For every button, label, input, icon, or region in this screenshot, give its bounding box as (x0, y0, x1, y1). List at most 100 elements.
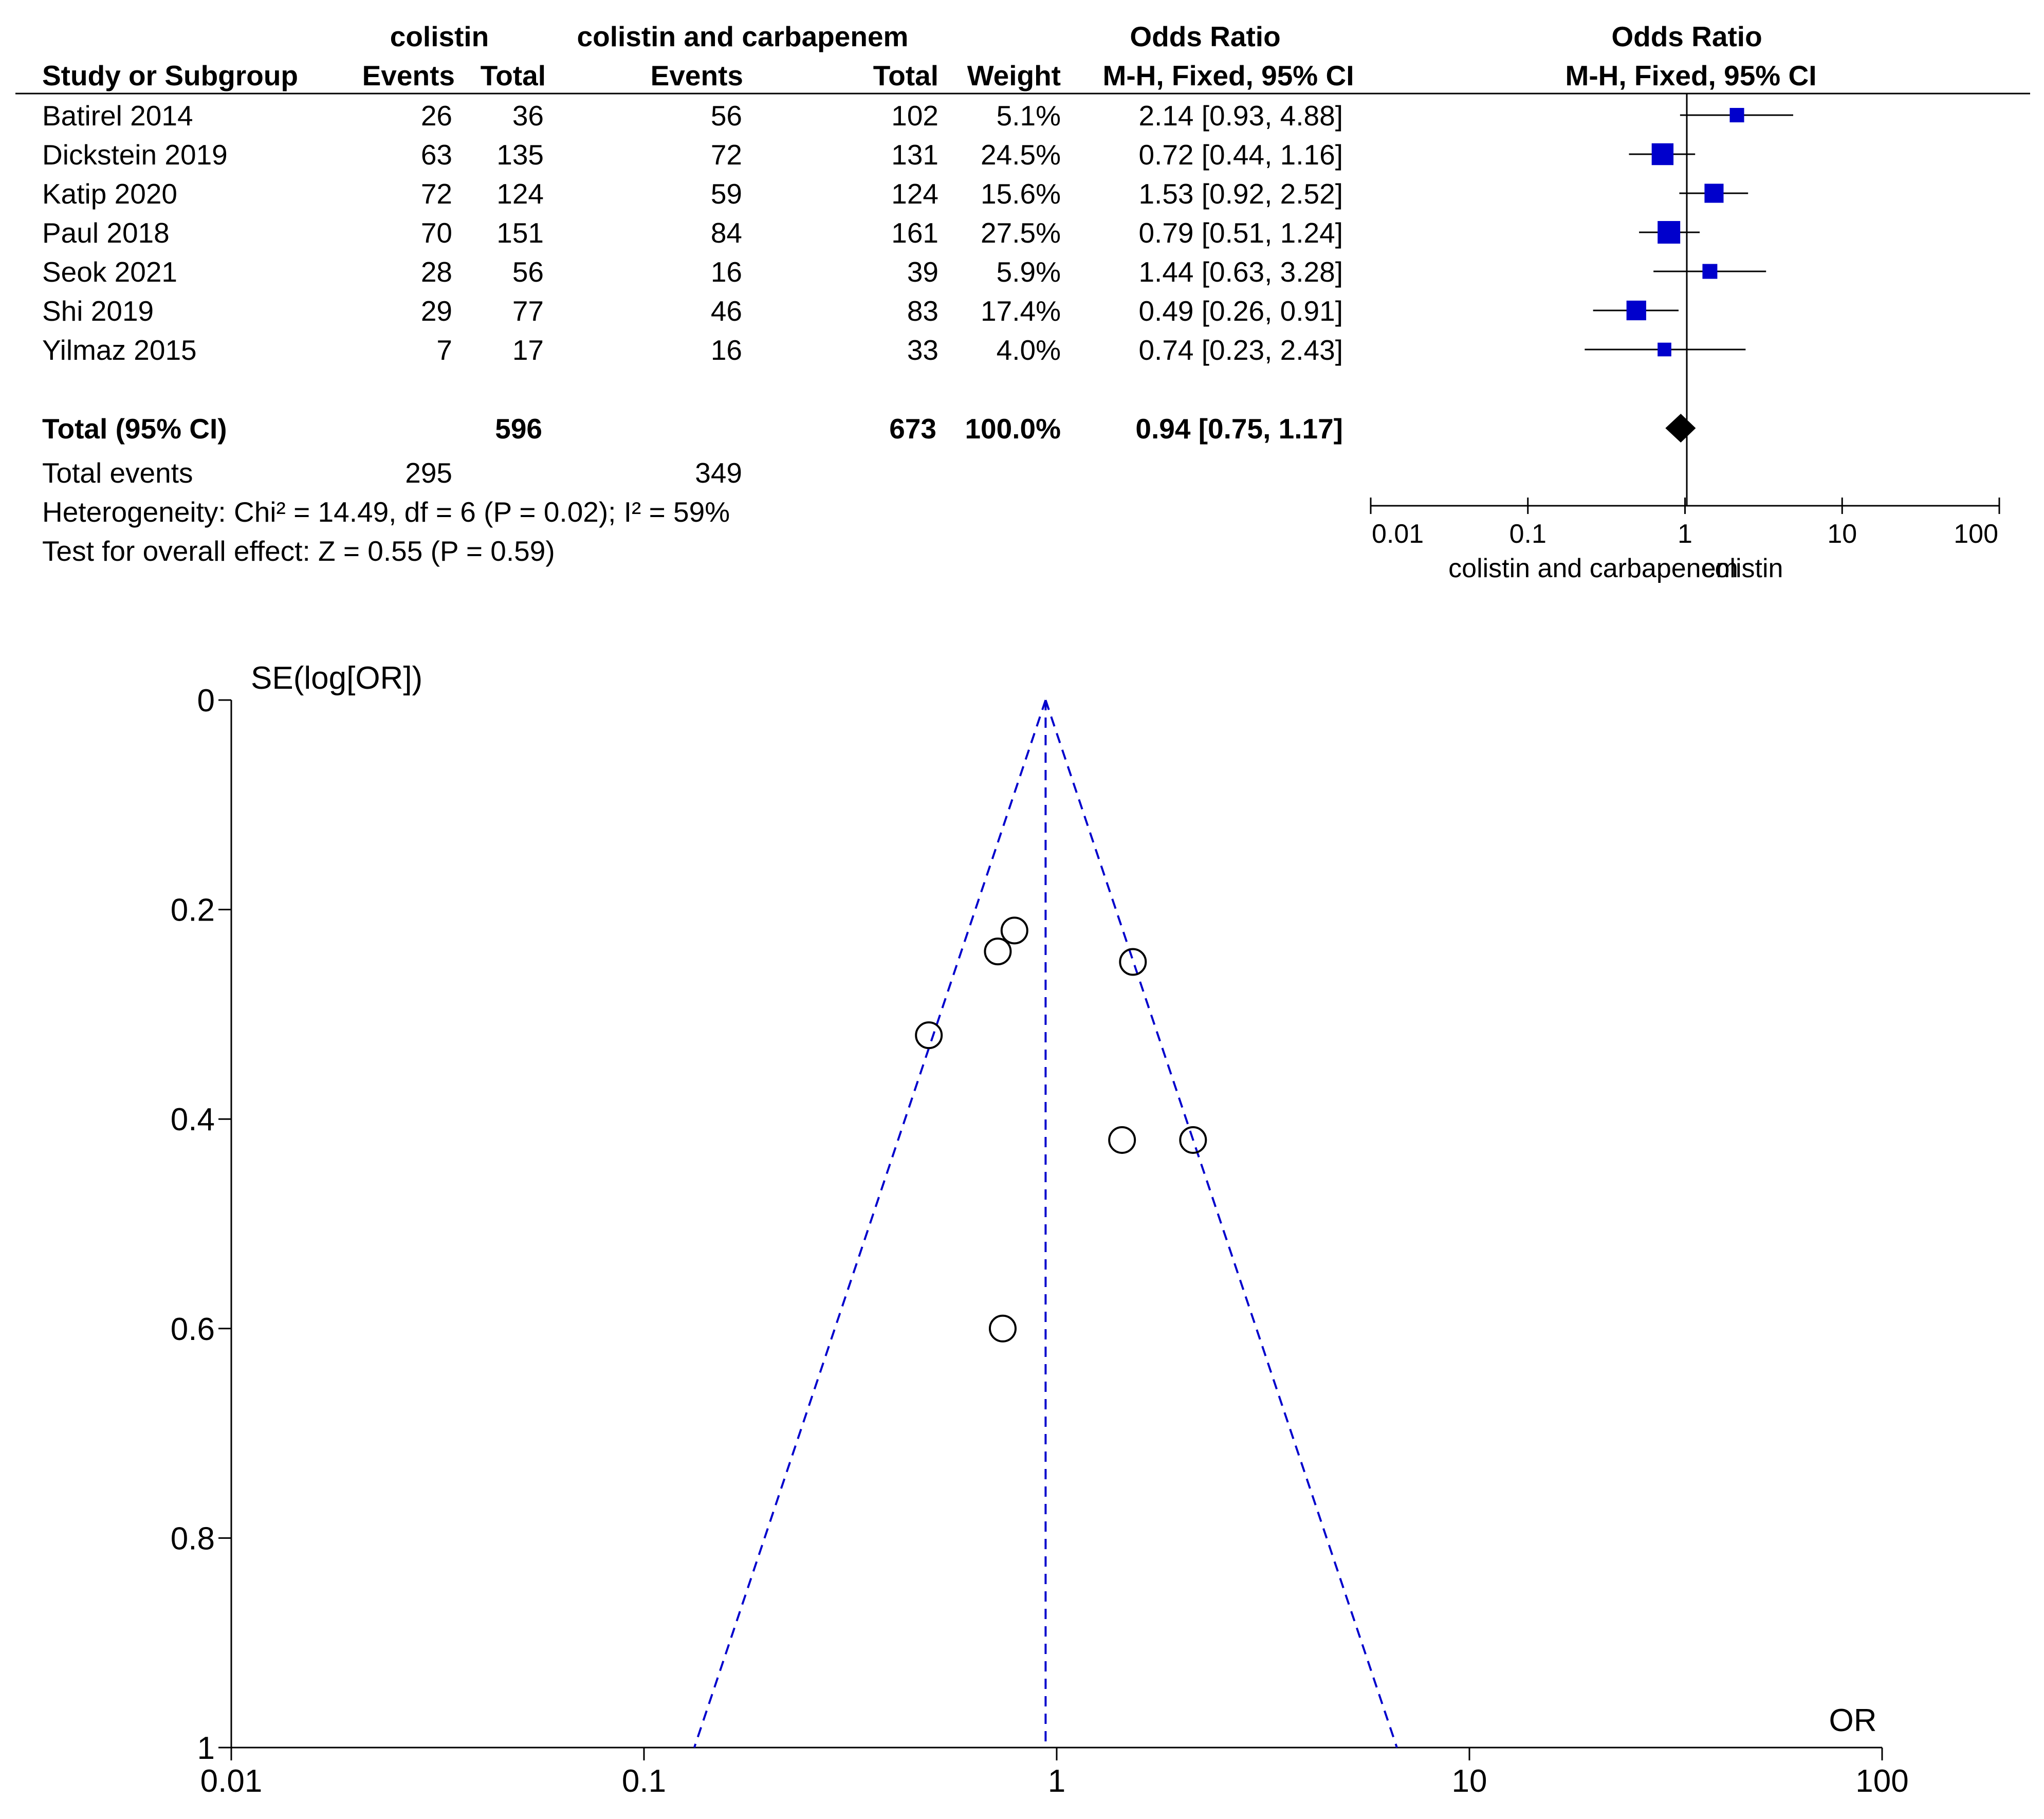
funnel-points (915, 916, 1207, 1343)
ctl-events-cell: 56 (711, 100, 742, 132)
exp-total-cell: 17 (512, 334, 544, 366)
overall-effect-text: Test for overall effect: Z = 0.55 (P = 0… (42, 535, 555, 567)
ctl-events-cell: 72 (711, 139, 742, 171)
funnel-lines (693, 700, 1398, 1748)
ctl-events-cell: 16 (711, 256, 742, 288)
study-name: Seok 2021 (42, 256, 177, 288)
funnel-study-point (915, 1021, 943, 1050)
forest-axis-ticks: 0.01 0.1 1 10 100 (1370, 498, 2000, 549)
funnel-y-tick-label: 1 (197, 1731, 215, 1766)
study-rows: Batirel 2014 26 36 56 102 5.1% 2.14 [0.93, 4.8… (42, 100, 1343, 366)
exp-total-cell: 36 (512, 100, 544, 132)
funnel-x-tick-label: 0.01 (200, 1763, 263, 1799)
ctl-total-cell: 161 (891, 217, 938, 249)
study-name: Paul 2018 (42, 217, 170, 249)
funnel-y-tick-label: 0.6 (171, 1312, 215, 1347)
or-ci-cell: 0.49 [0.26, 0.91] (1138, 295, 1343, 327)
weight-cell: 24.5% (981, 139, 1061, 171)
funnel-y-tick-label: 0.2 (171, 893, 215, 928)
funnel-study-point (1000, 916, 1028, 945)
exp-events-cell: 63 (421, 139, 452, 171)
funnel-x-ticks: 0.01 0.1 1 10 100 (200, 1748, 1909, 1799)
total-ctl-total: 673 (889, 413, 936, 445)
forest-tick-label: 0.1 (1509, 519, 1546, 549)
forest-tick-label: 100 (1954, 519, 1998, 549)
ctl-total-cell: 39 (907, 256, 938, 288)
weight-cell: 27.5% (981, 217, 1061, 249)
funnel-x-tick-label: 0.1 (622, 1763, 666, 1799)
funnel-x-label: OR (1829, 1703, 1877, 1738)
ctl-total-cell: 102 (891, 100, 938, 132)
column-header-exp-events: Events (362, 60, 455, 91)
forest-tick-label: 10 (1827, 519, 1857, 549)
funnel-x-tick-label: 10 (1452, 1763, 1487, 1799)
group-header-colistin-carbapenem: colistin and carbapenem (577, 21, 909, 52)
study-name: Batirel 2014 (42, 100, 193, 132)
forest-marks (1585, 107, 1793, 357)
or-ci-cell: 0.79 [0.51, 1.24] (1138, 217, 1343, 249)
funnel-study-point (1119, 948, 1147, 976)
total-ci: 0.94 [0.75, 1.17] (1135, 413, 1343, 445)
effect-square (1651, 143, 1674, 166)
study-name: Yilmaz 2015 (42, 334, 197, 366)
exp-events-cell: 28 (421, 256, 452, 288)
group-header-colistin: colistin (390, 21, 489, 52)
study-name: Shi 2019 (42, 295, 154, 327)
total-events-exp: 295 (405, 457, 452, 489)
exp-total-cell: 56 (512, 256, 544, 288)
exp-total-cell: 124 (496, 178, 544, 210)
or-ci-cell: 0.74 [0.23, 2.43] (1138, 334, 1343, 366)
exp-events-cell: 72 (421, 178, 452, 210)
funnel-right-limit (1044, 700, 1398, 1748)
weight-cell: 17.4% (981, 295, 1061, 327)
favours-right-label: colistin (1702, 554, 1783, 583)
funnel-y-tick-label: 0.8 (171, 1521, 215, 1556)
favours-left-label: colistin and carbapenem (1448, 554, 1738, 583)
forest-tick-label: 1 (1678, 519, 1692, 549)
ctl-events-cell: 46 (711, 295, 742, 327)
total-events-label: Total events (42, 457, 193, 489)
funnel-x-tick-label: 100 (1855, 1763, 1908, 1799)
forest-tick-label: 0.01 (1372, 519, 1424, 549)
ctl-events-cell: 16 (711, 334, 742, 366)
column-header-or-table: M-H, Fixed, 95% CI (1103, 60, 1354, 91)
effect-square (1729, 107, 1744, 123)
funnel-x-tick-label: 1 (1048, 1763, 1065, 1799)
funnel-study-point (1108, 1126, 1136, 1154)
exp-events-cell: 29 (421, 295, 452, 327)
funnel-y-tick-label: 0 (197, 683, 215, 719)
forest-table: colistin colistin and carbapenem Odds Ra… (15, 21, 2030, 567)
funnel-y-label: SE(log[OR]) (251, 660, 422, 696)
heterogeneity-text: Heterogeneity: Chi² = 14.49, df = 6 (P =… (42, 496, 730, 528)
exp-total-cell: 77 (512, 295, 544, 327)
column-header-exp-total: Total (481, 60, 546, 91)
exp-events-cell: 70 (421, 217, 452, 249)
weight-cell: 15.6% (981, 178, 1061, 210)
weight-cell: 4.0% (997, 334, 1061, 366)
column-header-weight: Weight (967, 60, 1061, 91)
total-label: Total (95% CI) (42, 413, 227, 445)
funnel-y-tick-label: 0.4 (171, 1102, 215, 1137)
study-name: Katip 2020 (42, 178, 177, 210)
effect-square (1626, 300, 1646, 321)
column-header-study: Study or Subgroup (42, 60, 298, 91)
or-ci-cell: 2.14 [0.93, 4.88] (1138, 100, 1343, 132)
funnel-study-point (984, 938, 1012, 966)
ctl-total-cell: 131 (891, 139, 938, 171)
study-name: Dickstein 2019 (42, 139, 228, 171)
weight-cell: 5.9% (997, 256, 1061, 288)
effect-square (1704, 183, 1724, 203)
exp-events-cell: 7 (436, 334, 452, 366)
funnel-y-ticks: 0 0.2 0.4 0.6 0.8 1 (171, 683, 231, 1766)
exp-total-cell: 135 (496, 139, 544, 171)
or-ci-cell: 0.72 [0.44, 1.16] (1138, 139, 1343, 171)
or-ci-cell: 1.44 [0.63, 3.28] (1138, 256, 1343, 288)
total-events-ctl: 349 (695, 457, 742, 489)
effect-square (1658, 342, 1671, 357)
column-header-ctl-events: Events (651, 60, 743, 91)
ctl-total-cell: 124 (891, 178, 938, 210)
funnel-study-point (988, 1314, 1017, 1343)
ctl-total-cell: 33 (907, 334, 938, 366)
exp-events-cell: 26 (421, 100, 452, 132)
